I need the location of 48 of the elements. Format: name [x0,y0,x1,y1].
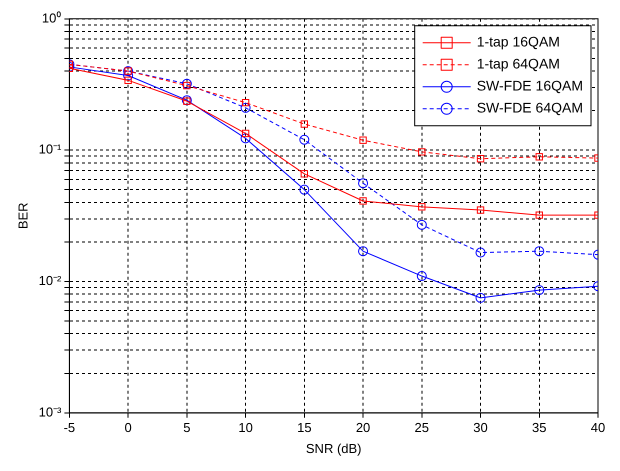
x-tick-label: 40 [590,420,606,436]
point [476,206,484,214]
y-tick-label: 10⁻² [38,273,62,288]
point [240,133,251,144]
legend-label: SW-FDE 16QAM [476,78,583,94]
x-tick-label: 35 [532,420,546,436]
point [242,130,250,138]
legend-label: 1-tap 64QAM [476,56,560,72]
point [359,197,367,205]
x-tick-label: 30 [473,420,488,436]
point [299,184,310,195]
y-tick-label: 10⁰ [42,10,62,26]
x-tick-label: 10 [238,420,253,436]
x-tick-label: 0 [124,420,132,436]
point [418,148,426,156]
point [536,153,543,160]
legend-label: SW-FDE 64QAM [476,100,583,116]
point [418,203,426,211]
point [358,178,368,188]
point [182,78,192,89]
point [242,98,250,106]
point [416,220,427,230]
x-tick-label: 15 [297,420,312,436]
point [358,246,368,256]
x-axis-title: SNR (dB) [306,440,362,456]
point [359,136,367,144]
x-tick-label: -5 [64,420,76,436]
y-tick-label: 10⁻³ [38,404,62,420]
point [123,70,134,81]
point [534,285,544,296]
point [124,76,132,84]
legend-label: 1-tap 16QAM [476,34,560,50]
y-tick-label: 10⁻¹ [38,142,62,157]
y-axis-title: BER [15,202,30,230]
point [476,248,486,258]
point [476,292,486,303]
point [536,211,543,219]
point [416,271,427,282]
point [300,170,308,178]
x-tick-label: 5 [183,420,190,436]
x-tick-label: 25 [414,420,430,436]
point [300,120,308,128]
point [183,82,191,90]
point [240,102,251,113]
x-tick-label: 20 [356,420,370,436]
point [299,134,310,145]
point [534,246,544,256]
point [476,155,484,162]
